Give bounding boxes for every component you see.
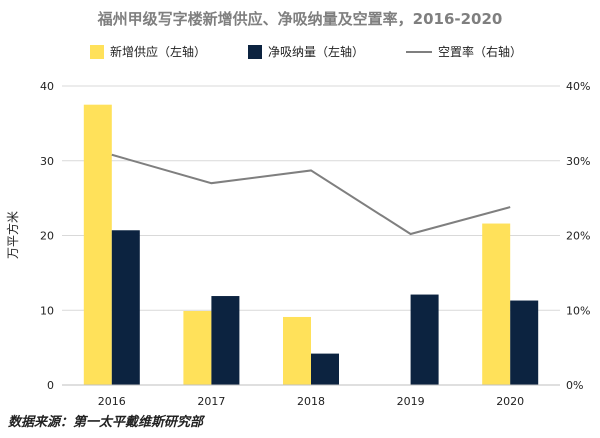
- source-note: 数据来源：第一太平戴维斯研究部: [8, 414, 206, 430]
- bars: [83, 104, 539, 385]
- y-axis-label: 万平方米: [5, 211, 20, 259]
- bar-net-absorption-2019: [410, 294, 439, 385]
- legend-swatch: [90, 45, 104, 59]
- legend: 新增供应（左轴） 净吸纳量（左轴） 空置率（右轴）: [90, 44, 522, 59]
- vacancy-rate-line: [111, 153, 511, 236]
- y-tick-label: 10: [40, 304, 54, 317]
- x-tick-label: 2017: [197, 395, 225, 408]
- y-tick-label: 40: [40, 80, 54, 93]
- y2-tick-label: 10%: [566, 304, 590, 317]
- y2-tick-label: 30%: [566, 155, 590, 168]
- x-tick-label: 2016: [98, 395, 126, 408]
- y-tick-label: 30: [40, 155, 54, 168]
- bar-new-supply-2017: [183, 310, 212, 385]
- y2-tick-label: 40%: [566, 80, 590, 93]
- y-tick-label: 0: [47, 379, 54, 392]
- bar-new-supply-2016: [83, 104, 112, 385]
- legend-swatch: [248, 45, 262, 59]
- x-tick-label: 2019: [397, 395, 425, 408]
- y-tick-label: 20: [40, 230, 54, 243]
- bar-net-absorption-2018: [311, 353, 339, 385]
- bar-net-absorption-2017: [211, 296, 240, 385]
- bar-new-supply-2020: [482, 223, 511, 385]
- x-tick-label: 2018: [297, 395, 325, 408]
- legend-label: 空置率（右轴）: [438, 44, 522, 59]
- vacancy-line: [111, 153, 511, 236]
- legend-label: 新增供应（左轴）: [110, 44, 206, 59]
- bar-net-absorption-2016: [111, 230, 140, 385]
- y2-tick-label: 20%: [566, 230, 590, 243]
- axes: 0 10 20 30 40 0% 10% 20% 30% 40% 2016 2017 2018 2019 2…: [40, 80, 590, 408]
- bar-new-supply-2018: [283, 316, 311, 385]
- y2-tick-label: 0%: [566, 379, 583, 392]
- chart-title: 福州甲级写字楼新增供应、净吸纳量及空置率，2016-2020: [97, 10, 503, 28]
- bar-net-absorption-2020: [510, 300, 539, 385]
- x-tick-label: 2020: [496, 395, 524, 408]
- legend-label: 净吸纳量（左轴）: [268, 44, 364, 59]
